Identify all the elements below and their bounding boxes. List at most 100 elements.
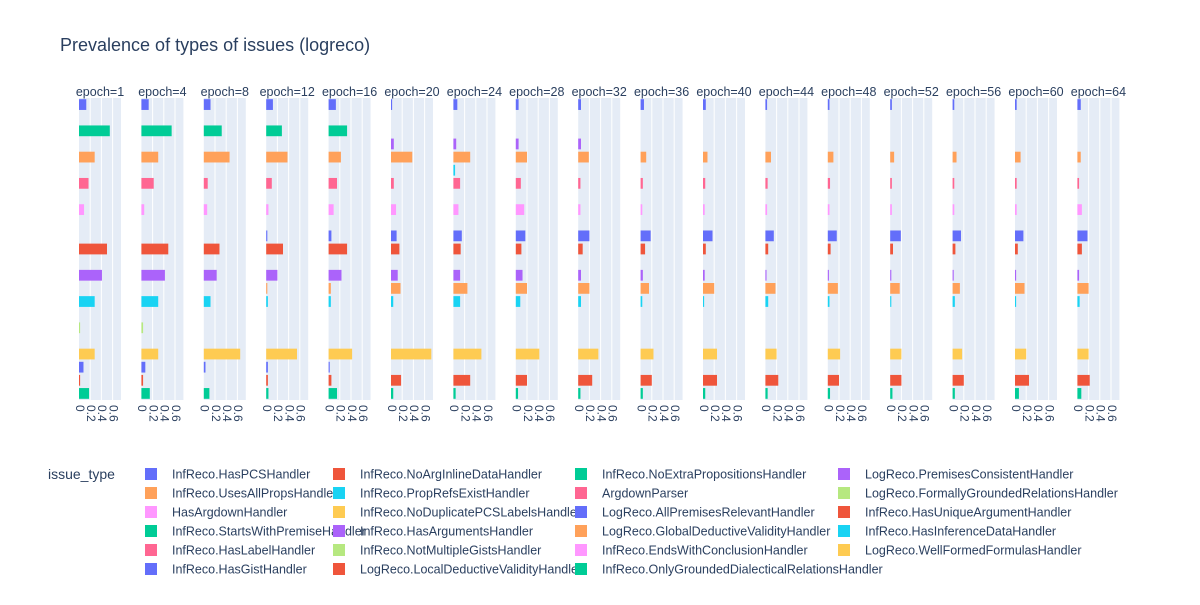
bar xyxy=(640,388,643,399)
bar xyxy=(453,243,461,255)
x-tick-label: 0.6 xyxy=(918,405,932,422)
bar xyxy=(578,388,581,399)
bar xyxy=(952,204,955,215)
facet-label: epoch=8 xyxy=(201,85,249,99)
bar xyxy=(79,177,89,189)
bar xyxy=(391,243,400,255)
facet-panel: epoch=32 00.20.40.6 xyxy=(572,85,627,422)
legend-item[interactable]: InfReco.NoExtraPropositionsHandler xyxy=(575,468,806,482)
bar xyxy=(703,230,713,242)
x-tick-label: 0 xyxy=(884,405,898,412)
bar xyxy=(328,269,342,281)
legend-item[interactable]: InfReco.PropRefsExistHandler xyxy=(333,487,530,501)
bar xyxy=(266,388,269,399)
bar xyxy=(453,230,462,242)
bar xyxy=(515,99,519,110)
legend-item[interactable]: InfReco.NotMultipleGistsHandler xyxy=(333,544,541,558)
legend-item[interactable]: LogReco.WellFormedFormulasHandler xyxy=(838,544,1082,558)
bar xyxy=(1015,99,1017,110)
x-tick-label: 0.4 xyxy=(470,405,484,422)
legend-item[interactable]: InfReco.UsesAllPropsHandler xyxy=(145,487,337,501)
bar xyxy=(640,230,651,242)
legend-item[interactable]: InfReco.NoArgInlineDataHandler xyxy=(333,468,542,482)
bar xyxy=(141,99,149,110)
bar xyxy=(79,269,102,281)
legend-item[interactable]: InfReco.HasPCSHandler xyxy=(145,468,310,482)
legend-item[interactable]: InfReco.HasLabelHandler xyxy=(145,544,315,558)
legend-swatch xyxy=(333,563,345,575)
bar xyxy=(890,151,895,163)
bar xyxy=(515,151,527,163)
bar xyxy=(1015,374,1029,386)
facet-panel: epoch=28 00.20.40.6 xyxy=(509,85,564,422)
legend-swatch xyxy=(333,468,345,480)
bar xyxy=(1077,374,1090,386)
bar xyxy=(827,243,831,255)
legend-item[interactable]: HasArgdownHandler xyxy=(145,506,287,520)
legend-item[interactable]: InfReco.HasInferenceDataHandler xyxy=(838,525,1056,539)
legend-label: InfReco.NoArgInlineDataHandler xyxy=(360,468,542,482)
bar xyxy=(952,243,956,255)
x-tick-label: 0.4 xyxy=(282,405,296,422)
x-tick-label: 0.2 xyxy=(958,405,972,422)
facet-panel: epoch=52 00.20.40.6 xyxy=(884,85,939,422)
bar xyxy=(578,283,590,294)
bar xyxy=(141,322,144,334)
bar xyxy=(79,125,110,137)
x-tick-label: 0.6 xyxy=(668,405,682,422)
legend-item[interactable]: LogReco.LocalDeductiveValidityHandler xyxy=(333,563,582,577)
bar xyxy=(453,296,461,307)
bar xyxy=(890,283,900,294)
bar xyxy=(266,99,273,110)
legend-swatch xyxy=(333,506,345,518)
bar xyxy=(827,269,829,281)
bar xyxy=(578,296,581,307)
legend-item[interactable]: InfReco.HasUniqueArgumentHandler xyxy=(838,506,1071,520)
legend-swatch xyxy=(838,525,850,537)
bar xyxy=(515,348,540,360)
bar xyxy=(328,230,332,242)
legend-label: InfReco.NoDuplicatePCSLabelsHandler xyxy=(360,506,581,520)
bar xyxy=(141,269,165,281)
bar xyxy=(328,283,331,294)
bar xyxy=(578,269,581,281)
legend-item[interactable]: LogReco.FormallyGroundedRelationsHandler xyxy=(838,487,1118,501)
bar xyxy=(203,269,217,281)
legend-item[interactable]: LogReco.AllPremisesRelevantHandler xyxy=(575,506,815,520)
facet-label: epoch=48 xyxy=(821,85,876,99)
x-tick-label: 0.2 xyxy=(334,405,348,422)
legend-label: HasArgdownHandler xyxy=(172,506,287,520)
facet-panel: epoch=24 00.20.40.6 xyxy=(447,85,502,422)
legend-label: InfReco.HasArgumentsHandler xyxy=(360,525,533,539)
legend-label: ArgdownParser xyxy=(602,487,688,501)
bar xyxy=(79,348,95,360)
bar xyxy=(391,138,394,150)
bar xyxy=(827,388,831,399)
legend-item[interactable]: InfReco.HasArgumentsHandler xyxy=(333,525,533,539)
legend-item[interactable]: LogReco.GlobalDeductiveValidityHandler xyxy=(575,525,830,539)
bar xyxy=(1015,283,1025,294)
bar xyxy=(827,177,831,189)
x-tick-label: 0 xyxy=(1009,405,1023,412)
x-tick-label: 0.2 xyxy=(1020,405,1034,422)
bar xyxy=(328,296,331,307)
bar xyxy=(203,177,208,189)
bar xyxy=(1077,204,1082,215)
x-tick-label: 0 xyxy=(634,405,648,412)
bar xyxy=(765,151,771,163)
legend-item[interactable]: InfReco.OnlyGroundedDialecticalRelations… xyxy=(575,563,883,577)
legend-item[interactable]: LogReco.PremisesConsistentHandler xyxy=(838,468,1073,482)
bar xyxy=(1015,388,1019,399)
legend-item[interactable]: ArgdownParser xyxy=(575,487,688,501)
legend-item[interactable]: InfReco.EndsWithConclusionHandler xyxy=(575,544,808,558)
bar xyxy=(328,388,337,399)
bar xyxy=(515,243,522,255)
x-tick-label: 0.6 xyxy=(481,405,495,422)
bar xyxy=(515,204,525,215)
x-tick-label: 0.2 xyxy=(458,405,472,422)
bar xyxy=(703,388,706,399)
legend-item[interactable]: InfReco.StartsWithPremiseHandler xyxy=(145,525,366,539)
legend-item[interactable]: InfReco.NoDuplicatePCSLabelsHandler xyxy=(333,506,581,520)
legend-item[interactable]: InfReco.HasGistHandler xyxy=(145,563,307,577)
bar xyxy=(453,151,471,163)
